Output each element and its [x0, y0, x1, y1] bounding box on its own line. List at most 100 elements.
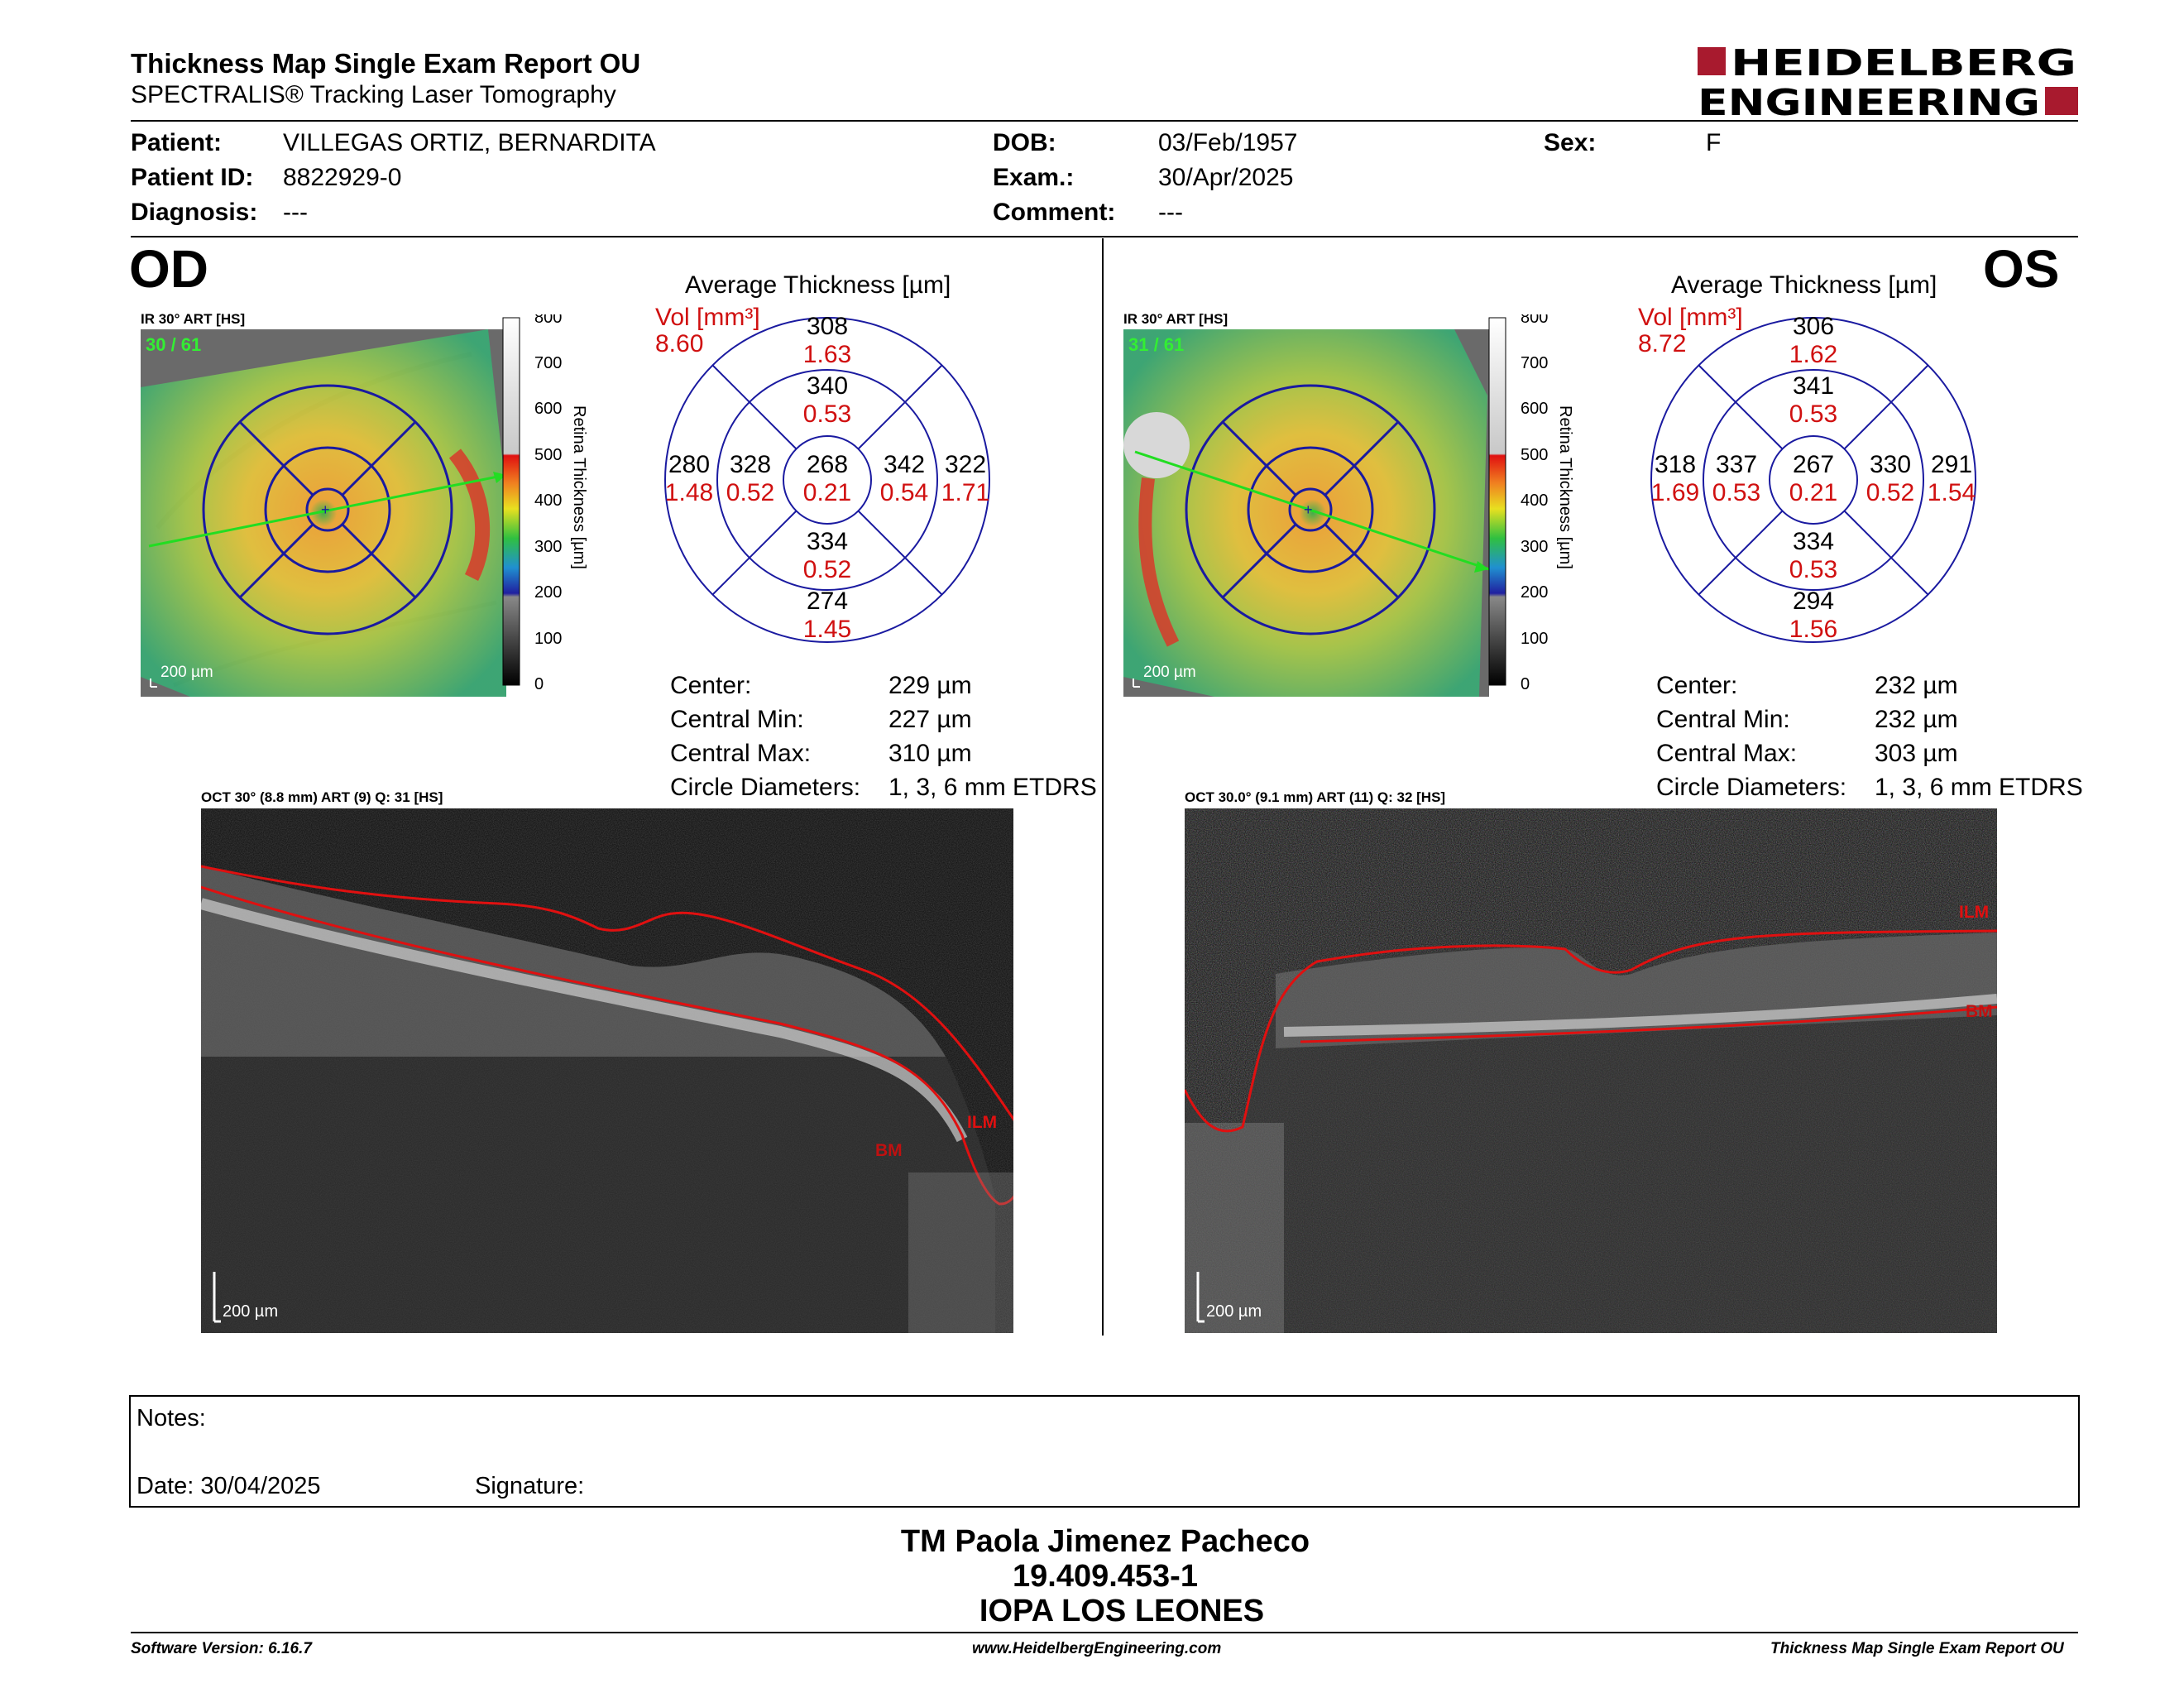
os-oct-scan: ILM BM 200 µm: [1185, 808, 1997, 1333]
os-inner-left-vol: 0.53: [1712, 479, 1760, 506]
od-outer-left-vol: 1.48: [665, 479, 713, 506]
footer-report-name: Thickness Map Single Exam Report OU: [1770, 1640, 2064, 1657]
os-vol-label: Vol [mm³]: [1638, 306, 1743, 331]
os-ir-scalebar: 200 µm: [1143, 664, 1196, 681]
os-cbar-tick-600: 600: [1521, 400, 1548, 418]
od-cbar-tick-100: 100: [534, 630, 562, 648]
svg-text:+: +: [1304, 501, 1313, 518]
od-etdrs-grid: Vol [mm³] 8.60 308 1.63 340 0.53 280 1.4…: [655, 306, 990, 643]
logo-text-2: ENGINEERING: [1698, 82, 2040, 120]
os-stat-label-min: Central Min:: [1656, 706, 1790, 733]
od-inner-top-thk: 340: [807, 372, 848, 400]
exam-value: 30/Apr/2025: [1158, 164, 1294, 191]
os-outer-right-vol: 1.54: [1928, 479, 1976, 506]
od-eye-label: OD: [129, 239, 208, 299]
od-cbar-tick-700: 700: [534, 354, 562, 372]
od-stat-label-diam: Circle Diameters:: [670, 774, 861, 801]
od-inner-top-vol: 0.53: [803, 400, 851, 428]
header-divider: [131, 120, 2078, 122]
dob-value: 03/Feb/1957: [1158, 129, 1298, 156]
svg-text:+: +: [321, 501, 330, 518]
software-version: Software Version: 6.16.7: [131, 1640, 312, 1657]
os-ir-quality: 31 / 61: [1128, 334, 1184, 355]
od-center-vol: 0.21: [803, 479, 851, 506]
os-cbar-tick-100: 100: [1521, 630, 1548, 648]
os-stat-value-max: 303 µm: [1875, 740, 1958, 767]
notes-box[interactable]: [129, 1395, 2080, 1508]
os-etdrs-grid: Vol [mm³] 8.72 306 1.62 341 0.53 318 1.6…: [1638, 306, 1976, 643]
od-cbar-tick-300: 300: [534, 538, 562, 556]
sex-label: Sex:: [1544, 129, 1597, 156]
comment-value: ---: [1158, 199, 1183, 226]
od-inner-left-vol: 0.52: [726, 479, 774, 506]
notes-label: Notes:: [136, 1405, 206, 1431]
od-cbar-tick-200: 200: [534, 583, 562, 602]
footer-divider: [131, 1632, 2078, 1633]
od-inner-right-thk: 342: [884, 451, 925, 478]
od-oct-scalebar: 200 µm: [223, 1302, 278, 1321]
od-vol-label: Vol [mm³]: [655, 306, 760, 331]
os-inner-bottom-thk: 334: [1793, 528, 1834, 555]
os-stat-label-diam: Circle Diameters:: [1656, 774, 1847, 801]
od-vol-value: 8.60: [655, 330, 703, 357]
os-ir-label: IR 30° ART [HS]: [1123, 311, 1228, 327]
os-stat-label-center: Center:: [1656, 672, 1738, 699]
od-ir-quality: 30 / 61: [146, 334, 201, 355]
patient-name: VILLEGAS ORTIZ, BERNARDITA: [283, 129, 656, 156]
od-center-thk: 268: [807, 451, 848, 478]
diagnosis-label: Diagnosis:: [131, 199, 258, 226]
website-link[interactable]: www.HeidelbergEngineering.com: [972, 1640, 1222, 1657]
od-cbar-tick-800: 800: [534, 314, 562, 327]
od-outer-top-vol: 1.63: [803, 341, 851, 368]
od-outer-top-thk: 308: [807, 313, 848, 340]
signer-name: TM Paola Jimenez Pacheco: [900, 1524, 1310, 1559]
os-outer-bottom-thk: 294: [1793, 587, 1834, 615]
os-outer-right-thk: 291: [1931, 451, 1972, 478]
os-ilm-label: ILM: [1959, 903, 1989, 922]
os-oct-label: OCT 30.0° (9.1 mm) ART (11) Q: 32 [HS]: [1185, 789, 1446, 805]
os-outer-left-thk: 318: [1655, 451, 1696, 478]
os-outer-left-vol: 1.69: [1651, 479, 1699, 506]
exam-label: Exam.:: [993, 164, 1075, 191]
os-cbar-tick-300: 300: [1521, 538, 1548, 556]
od-stat-value-max: 310 µm: [888, 740, 972, 767]
os-inner-left-thk: 337: [1716, 451, 1757, 478]
od-ir-scalebar: 200 µm: [160, 664, 213, 681]
od-outer-bottom-thk: 274: [807, 587, 848, 615]
od-inner-left-thk: 328: [730, 451, 771, 478]
os-cbar-tick-0: 0: [1521, 675, 1530, 693]
od-outer-bottom-vol: 1.45: [803, 616, 851, 643]
od-ir-label: IR 30° ART [HS]: [141, 311, 246, 327]
od-stat-label-max: Central Max:: [670, 740, 812, 767]
od-cbar-tick-0: 0: [534, 675, 544, 693]
patient-id-label: Patient ID:: [131, 164, 254, 191]
comment-label: Comment:: [993, 199, 1116, 226]
os-center-thk: 267: [1793, 451, 1834, 478]
od-stat-label-min: Central Min:: [670, 706, 804, 733]
os-inner-right-thk: 330: [1870, 451, 1911, 478]
od-oct-scan: ILM BM 200 µm: [201, 808, 1013, 1333]
od-inner-bottom-thk: 334: [807, 528, 848, 555]
os-cbar-tick-500: 500: [1521, 446, 1548, 464]
os-oct-scalebar: 200 µm: [1206, 1302, 1262, 1321]
patient-id: 8822929-0: [283, 164, 402, 191]
os-outer-bottom-vol: 1.56: [1789, 616, 1837, 643]
signature-label: Signature:: [475, 1473, 585, 1499]
os-eye-label: OS: [1983, 239, 2060, 299]
os-outer-top-thk: 306: [1793, 313, 1834, 340]
signer-institution: IOPA LOS LEONES: [979, 1594, 1265, 1628]
od-stat-value-center: 229 µm: [888, 672, 972, 699]
date-label: Date: 30/04/2025: [136, 1473, 321, 1499]
os-inner-bottom-vol: 0.53: [1789, 556, 1837, 583]
od-inner-bottom-vol: 0.52: [803, 556, 851, 583]
logo-text-1: HEIDELBERG: [1731, 46, 2076, 84]
report-subtitle: SPECTRALIS® Tracking Laser Tomography: [131, 81, 616, 108]
os-vol-value: 8.72: [1638, 330, 1686, 357]
od-cbar-tick-500: 500: [534, 446, 562, 464]
os-stat-label-max: Central Max:: [1656, 740, 1798, 767]
od-bm-label: BM: [875, 1141, 903, 1160]
os-bm-label: BM: [1966, 1002, 1993, 1021]
os-inner-top-thk: 341: [1793, 372, 1834, 400]
od-outer-left-thk: 280: [668, 451, 710, 478]
eye-divider: [1102, 238, 1104, 1336]
